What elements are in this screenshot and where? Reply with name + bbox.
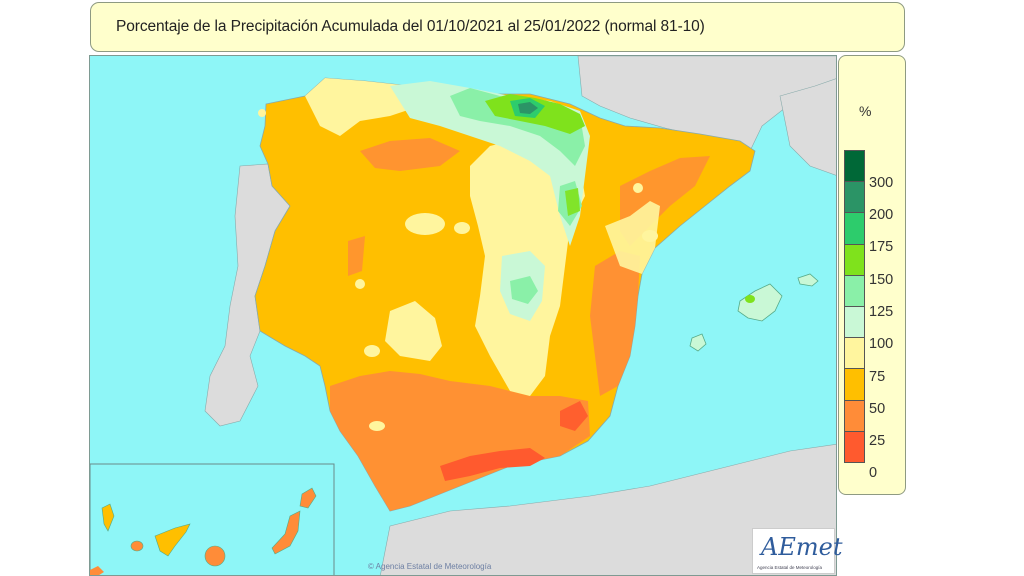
legend-label: 200 xyxy=(869,207,894,223)
legend-label: 175 xyxy=(869,239,894,255)
legend-unit: % xyxy=(859,103,872,119)
legend-swatch-50 xyxy=(844,368,865,401)
logo-text: AEmet xyxy=(761,533,843,561)
legend-label: 100 xyxy=(869,336,894,352)
map-title-box: Porcentaje de la Precipitación Acumulada… xyxy=(90,2,905,52)
legend-color-bar xyxy=(844,150,865,463)
precipitation-map xyxy=(89,55,837,576)
legend-label: 75 xyxy=(869,369,886,385)
copyright-credit: © Agencia Estatal de Meteorología xyxy=(368,562,492,571)
legend-swatch-125 xyxy=(844,274,865,307)
legend-swatch-0 xyxy=(844,430,865,463)
legend-label: 0 xyxy=(869,465,878,481)
aemet-logo: AEmet Agencia Estatal de Meteorología xyxy=(752,528,842,574)
legend-swatch-300 xyxy=(844,150,865,183)
legend: % 300 200 175 150 125 100 75 50 25 0 xyxy=(838,55,906,495)
legend-swatch-100 xyxy=(844,305,865,339)
map-title: Porcentaje de la Precipitación Acumulada… xyxy=(116,18,705,35)
legend-label: 125 xyxy=(869,304,894,320)
legend-swatch-25 xyxy=(844,399,865,432)
legend-swatch-75 xyxy=(844,337,865,370)
legend-swatch-150 xyxy=(844,243,865,276)
legend-label: 50 xyxy=(869,401,886,417)
logo-subtitle: Agencia Estatal de Meteorología xyxy=(757,565,823,570)
legend-label: 300 xyxy=(869,175,894,191)
legend-label: 150 xyxy=(869,272,894,288)
legend-label: 25 xyxy=(869,433,886,449)
legend-swatch-175 xyxy=(844,212,865,245)
map-graphic xyxy=(90,56,836,575)
legend-swatch-200 xyxy=(844,181,865,214)
